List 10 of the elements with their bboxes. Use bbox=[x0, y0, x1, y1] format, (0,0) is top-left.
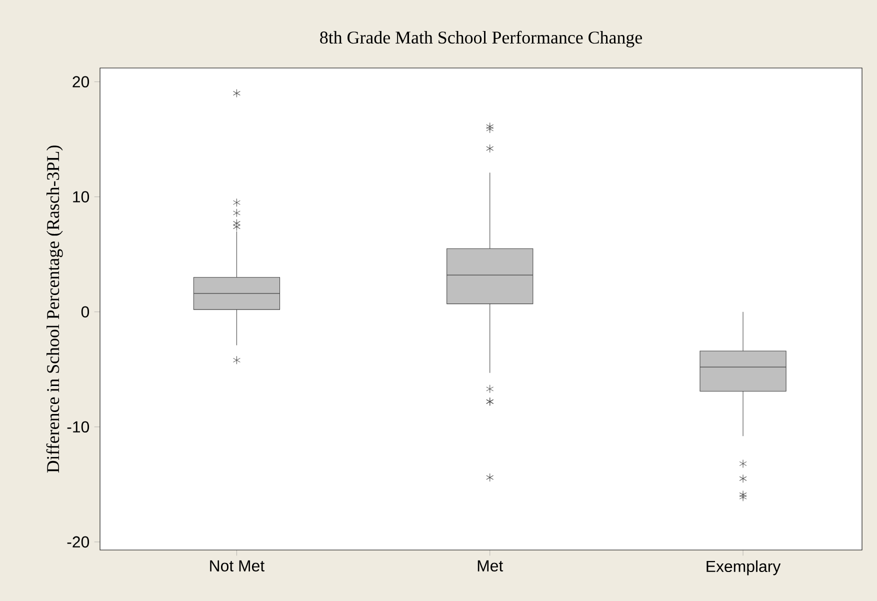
y-tick-label: 0 bbox=[81, 306, 90, 318]
x-tick-label: Exemplary bbox=[706, 560, 781, 576]
x-tick-label: Not Met bbox=[210, 560, 264, 572]
chart-title: 8th Grade Math School Performance Change bbox=[320, 30, 642, 48]
y-axis-title: Difference in School Percentage (Rasch-3PL) bbox=[46, 146, 63, 473]
y-tick-label: -10 bbox=[67, 421, 90, 433]
y-tick-label: -20 bbox=[67, 536, 90, 548]
x-tick-label: Met bbox=[478, 560, 504, 572]
y-tick-label: 20 bbox=[72, 76, 90, 88]
y-tick-label: 10 bbox=[73, 191, 90, 202]
